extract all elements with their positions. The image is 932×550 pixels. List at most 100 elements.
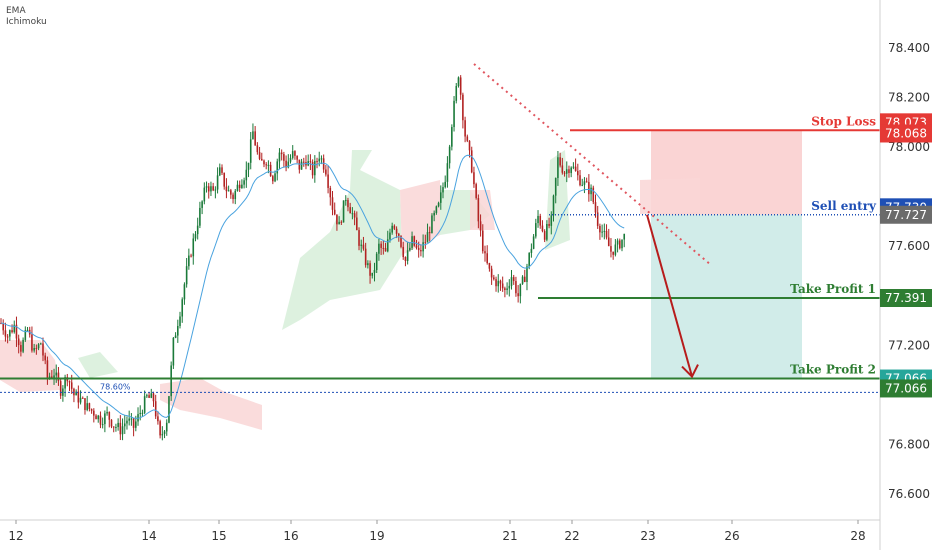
candle-body — [356, 217, 358, 231]
candle-body — [188, 255, 190, 267]
candle-body — [247, 162, 250, 170]
tag-tp1: 77.391 — [885, 291, 927, 305]
candle-body — [519, 283, 522, 297]
candle-body — [541, 225, 544, 232]
candle-body — [548, 223, 550, 226]
cloud-segment-2 — [160, 378, 262, 430]
candle-body — [161, 433, 164, 436]
candle-body — [276, 161, 279, 174]
level-label-0: Stop Loss — [811, 114, 876, 128]
candle-body — [300, 161, 303, 170]
x-tick-label: 15 — [211, 529, 226, 543]
candle-body — [227, 190, 230, 192]
candle-body — [272, 176, 274, 182]
reward-zone — [651, 214, 802, 379]
x-tick-label: 23 — [640, 529, 655, 543]
candle-body — [329, 187, 332, 198]
candle-body — [314, 161, 316, 176]
y-tick-label: 77.600 — [888, 239, 930, 253]
candle-body — [371, 272, 374, 276]
candle-body — [517, 293, 519, 297]
candle-body — [126, 420, 128, 424]
candle-body — [373, 269, 376, 273]
candle-body — [574, 166, 577, 171]
candle-body — [481, 230, 484, 252]
candle-body — [258, 152, 261, 159]
candle-body — [137, 414, 139, 422]
candle-body — [603, 230, 606, 232]
candle-body — [223, 172, 226, 187]
projection-arrow-shaft — [646, 214, 693, 377]
candle-body — [101, 424, 104, 426]
candle-body — [150, 393, 153, 398]
candle-body — [141, 412, 144, 414]
candle-body — [24, 330, 27, 340]
candle-body — [395, 228, 398, 234]
projection-arrow-head — [681, 364, 699, 379]
candle-body — [353, 213, 356, 218]
candle-body — [70, 382, 73, 389]
candle-body — [563, 172, 566, 174]
x-tick-label: 14 — [141, 529, 156, 543]
candle-body — [484, 251, 486, 254]
candle-body — [146, 395, 148, 397]
candle-body — [88, 403, 91, 410]
x-tick-label: 28 — [850, 529, 865, 543]
candle-body — [402, 246, 405, 258]
candle-body — [287, 161, 290, 168]
candle-body — [384, 248, 387, 252]
candle-body — [404, 257, 407, 261]
cloud-segment-8 — [640, 178, 700, 214]
candle-body — [358, 230, 360, 246]
candle-body — [123, 423, 126, 427]
candle-body — [37, 344, 40, 349]
candle-body — [212, 186, 214, 191]
level-label-3: Take Profit 2 — [790, 363, 876, 377]
candle-body — [57, 372, 60, 382]
candle-body — [585, 181, 588, 183]
candle-body — [93, 410, 95, 416]
candle-body — [616, 240, 619, 245]
candle-body — [132, 418, 135, 428]
candle-body — [163, 431, 166, 434]
candle-body — [344, 200, 347, 202]
candle-body — [15, 324, 18, 339]
x-tick-label: 12 — [8, 529, 23, 543]
candle-body — [453, 100, 455, 128]
tag-tp2: 77.066 — [885, 381, 927, 395]
candle-body — [165, 422, 168, 432]
candle-body — [568, 169, 570, 174]
candle-body — [599, 225, 601, 233]
candle-body — [446, 163, 449, 182]
candle-body — [170, 365, 172, 397]
candle-body — [95, 415, 97, 420]
candle-body — [31, 334, 33, 351]
candle-body — [439, 192, 442, 203]
candle-body — [398, 233, 400, 236]
candle-body — [322, 158, 325, 170]
tag-tp1-bg — [880, 289, 932, 308]
candle-body — [194, 234, 197, 239]
candle-body — [0, 323, 2, 325]
candle-body — [20, 345, 22, 352]
candle-body — [104, 413, 106, 425]
candle-body — [238, 184, 241, 188]
candle-body — [459, 77, 462, 95]
candle-body — [342, 200, 345, 223]
candle-body — [583, 181, 586, 185]
cloud-segment-3 — [282, 150, 402, 330]
candle-body — [360, 244, 363, 246]
candle-body — [22, 339, 24, 352]
candle-body — [177, 325, 179, 336]
x-tick-label: 22 — [564, 529, 579, 543]
y-tick-label: 78.400 — [888, 41, 930, 55]
candle-body — [90, 409, 93, 411]
candle-body — [466, 136, 469, 141]
candle-body — [64, 377, 66, 389]
candle-body — [380, 243, 382, 248]
candle-body — [468, 140, 471, 151]
candle-body — [265, 164, 267, 166]
y-tick-label: 76.800 — [888, 437, 930, 451]
candle-body — [424, 242, 427, 244]
